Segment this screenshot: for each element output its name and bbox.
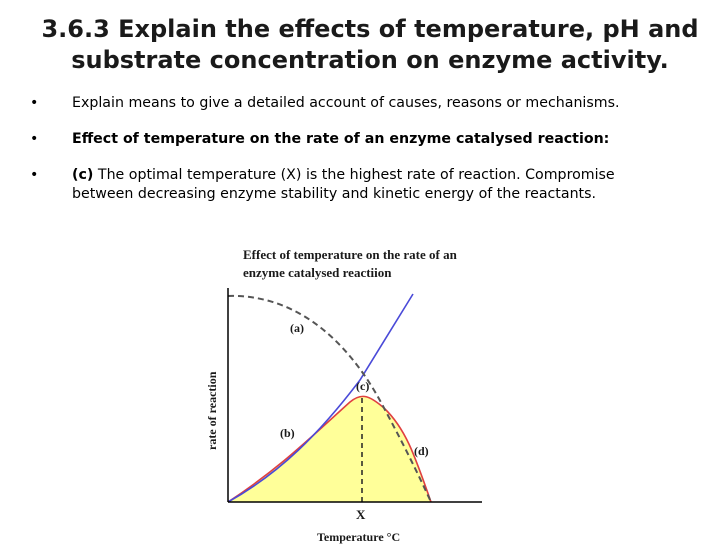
x-marker-label: X [356,507,366,522]
curve-label-c: (c) [356,379,369,393]
rate-curve-fill [228,396,431,502]
bullet-dot-icon: • [30,167,39,183]
curve-label-a: (a) [290,321,304,335]
slide-title: 3.6.3 Explain the effects of temperature… [40,14,700,76]
chart-title-line-1: Effect of temperature on the rate of an [243,247,458,262]
bullet-text: Effect of temperature on the rate of an … [72,131,610,147]
bullet-temperature-heading: • Effect of temperature on the rate of a… [24,130,714,149]
bullet-text: Explain means to give a detailed account… [72,95,620,111]
slide-title-line-1: 3.6.3 Explain the effects of temperature… [41,15,699,43]
bullet-text-line-2: between decreasing enzyme stability and … [72,186,597,202]
kinetic-energy-line [227,293,414,503]
slide-title-line-2: substrate concentration on enzyme activi… [71,46,669,74]
x-axis-label: Temperature °C [317,530,400,544]
bullet-dot-icon: • [30,95,39,111]
bullet-text-line-1: The optimal temperature (X) is the highe… [93,167,615,183]
bullet-prefix: (c) [72,167,94,183]
y-axis-label: rate of reaction [205,371,219,450]
curve-label-d: (d) [414,444,429,458]
bullet-dot-icon: • [30,131,39,147]
curve-label-b: (b) [280,426,295,440]
bullet-optimal-temperature: • (c) The optimal temperature (X) is the… [24,166,714,204]
chart-title-line-2: enzyme catalysed reactiion [243,265,392,280]
bullet-list: • Explain means to give a detailed accou… [24,94,714,221]
bullet-explain-definition: • Explain means to give a detailed accou… [24,94,714,113]
observed-rate-curve [227,395,432,503]
temperature-chart: Effect of temperature on the rate of an … [205,247,482,544]
